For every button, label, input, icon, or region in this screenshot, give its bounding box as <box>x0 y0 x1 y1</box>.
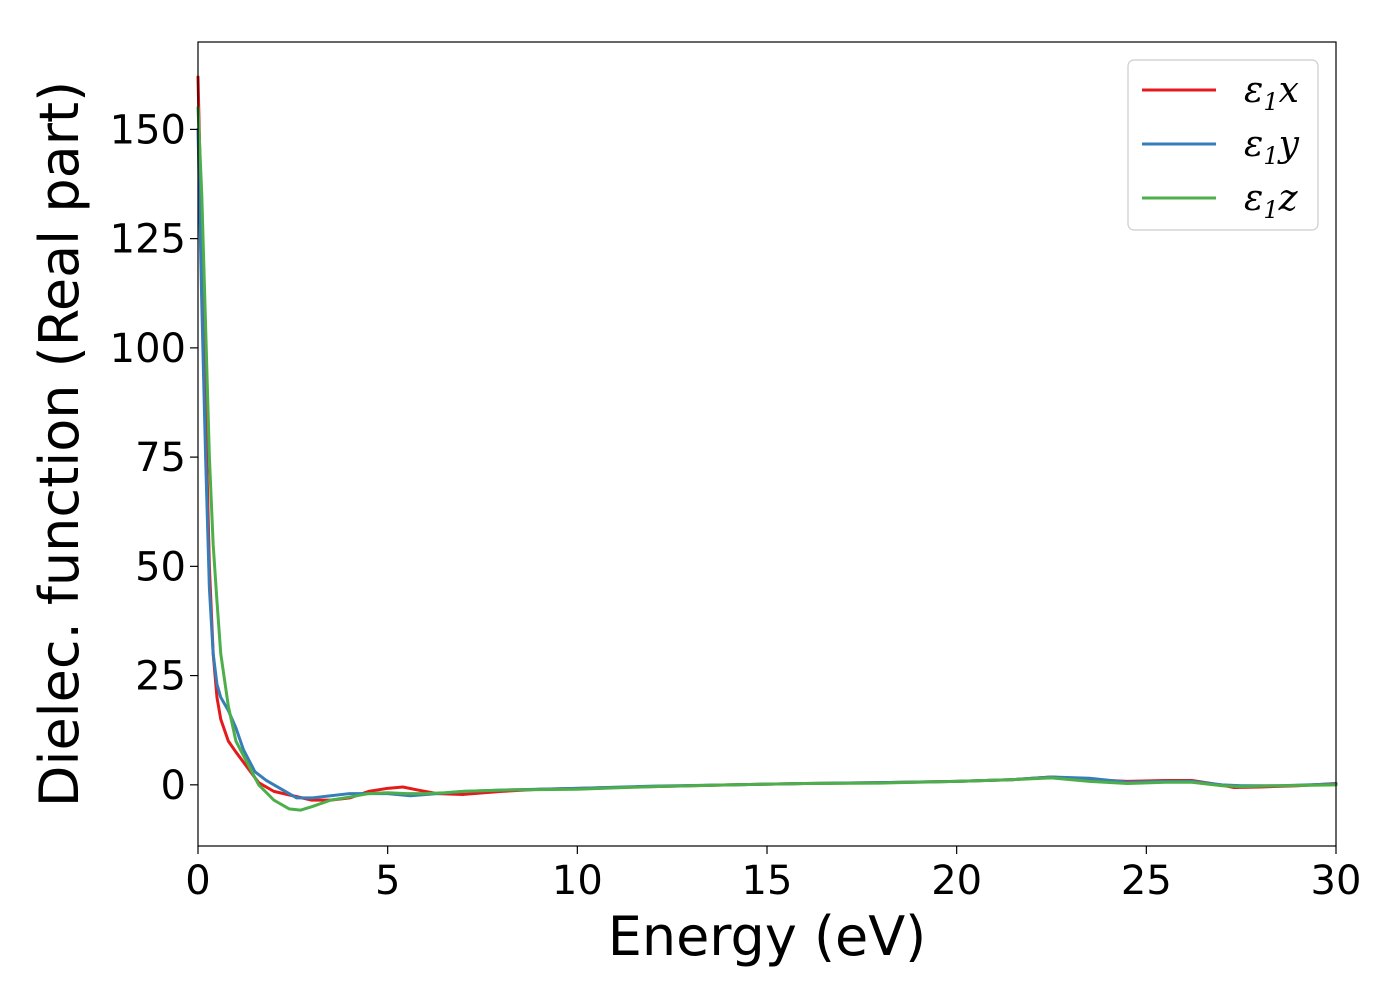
y-tick-label: 125 <box>110 217 186 263</box>
legend-label-z: ε1z <box>1244 178 1299 224</box>
legend-items: ε1x ε1y ε1z <box>1142 70 1300 224</box>
y-axis-title: Dielec. function (Real part) <box>28 81 91 807</box>
y-ticks: 0 25 50 75 100 125 150 <box>110 107 198 809</box>
x-tick-label: 5 <box>375 858 400 904</box>
y-tick-label: 75 <box>135 435 186 481</box>
x-ticks: 0 5 10 15 20 25 30 <box>185 846 1361 904</box>
y-tick-label: 50 <box>135 544 186 590</box>
series-line-z <box>196 106 1338 812</box>
x-tick-label: 20 <box>931 858 982 904</box>
y-tick-label: 25 <box>135 654 186 700</box>
legend: ε1x ε1y ε1z <box>1127 59 1319 231</box>
legend-box <box>1127 59 1319 231</box>
series-layer <box>196 75 1338 812</box>
x-tick-label: 25 <box>1121 858 1172 904</box>
x-tick-label: 15 <box>742 858 793 904</box>
y-tick-label: 150 <box>110 107 186 153</box>
legend-label-x: ε1x <box>1244 70 1299 116</box>
x-tick-label: 0 <box>185 858 210 904</box>
x-axis-title: Energy (eV) <box>608 905 927 968</box>
y-tick-label: 0 <box>161 763 186 809</box>
y-tick-label: 100 <box>110 326 186 372</box>
legend-label-y: ε1y <box>1244 124 1300 170</box>
x-tick-label: 10 <box>552 858 603 904</box>
x-tick-label: 30 <box>1311 858 1362 904</box>
